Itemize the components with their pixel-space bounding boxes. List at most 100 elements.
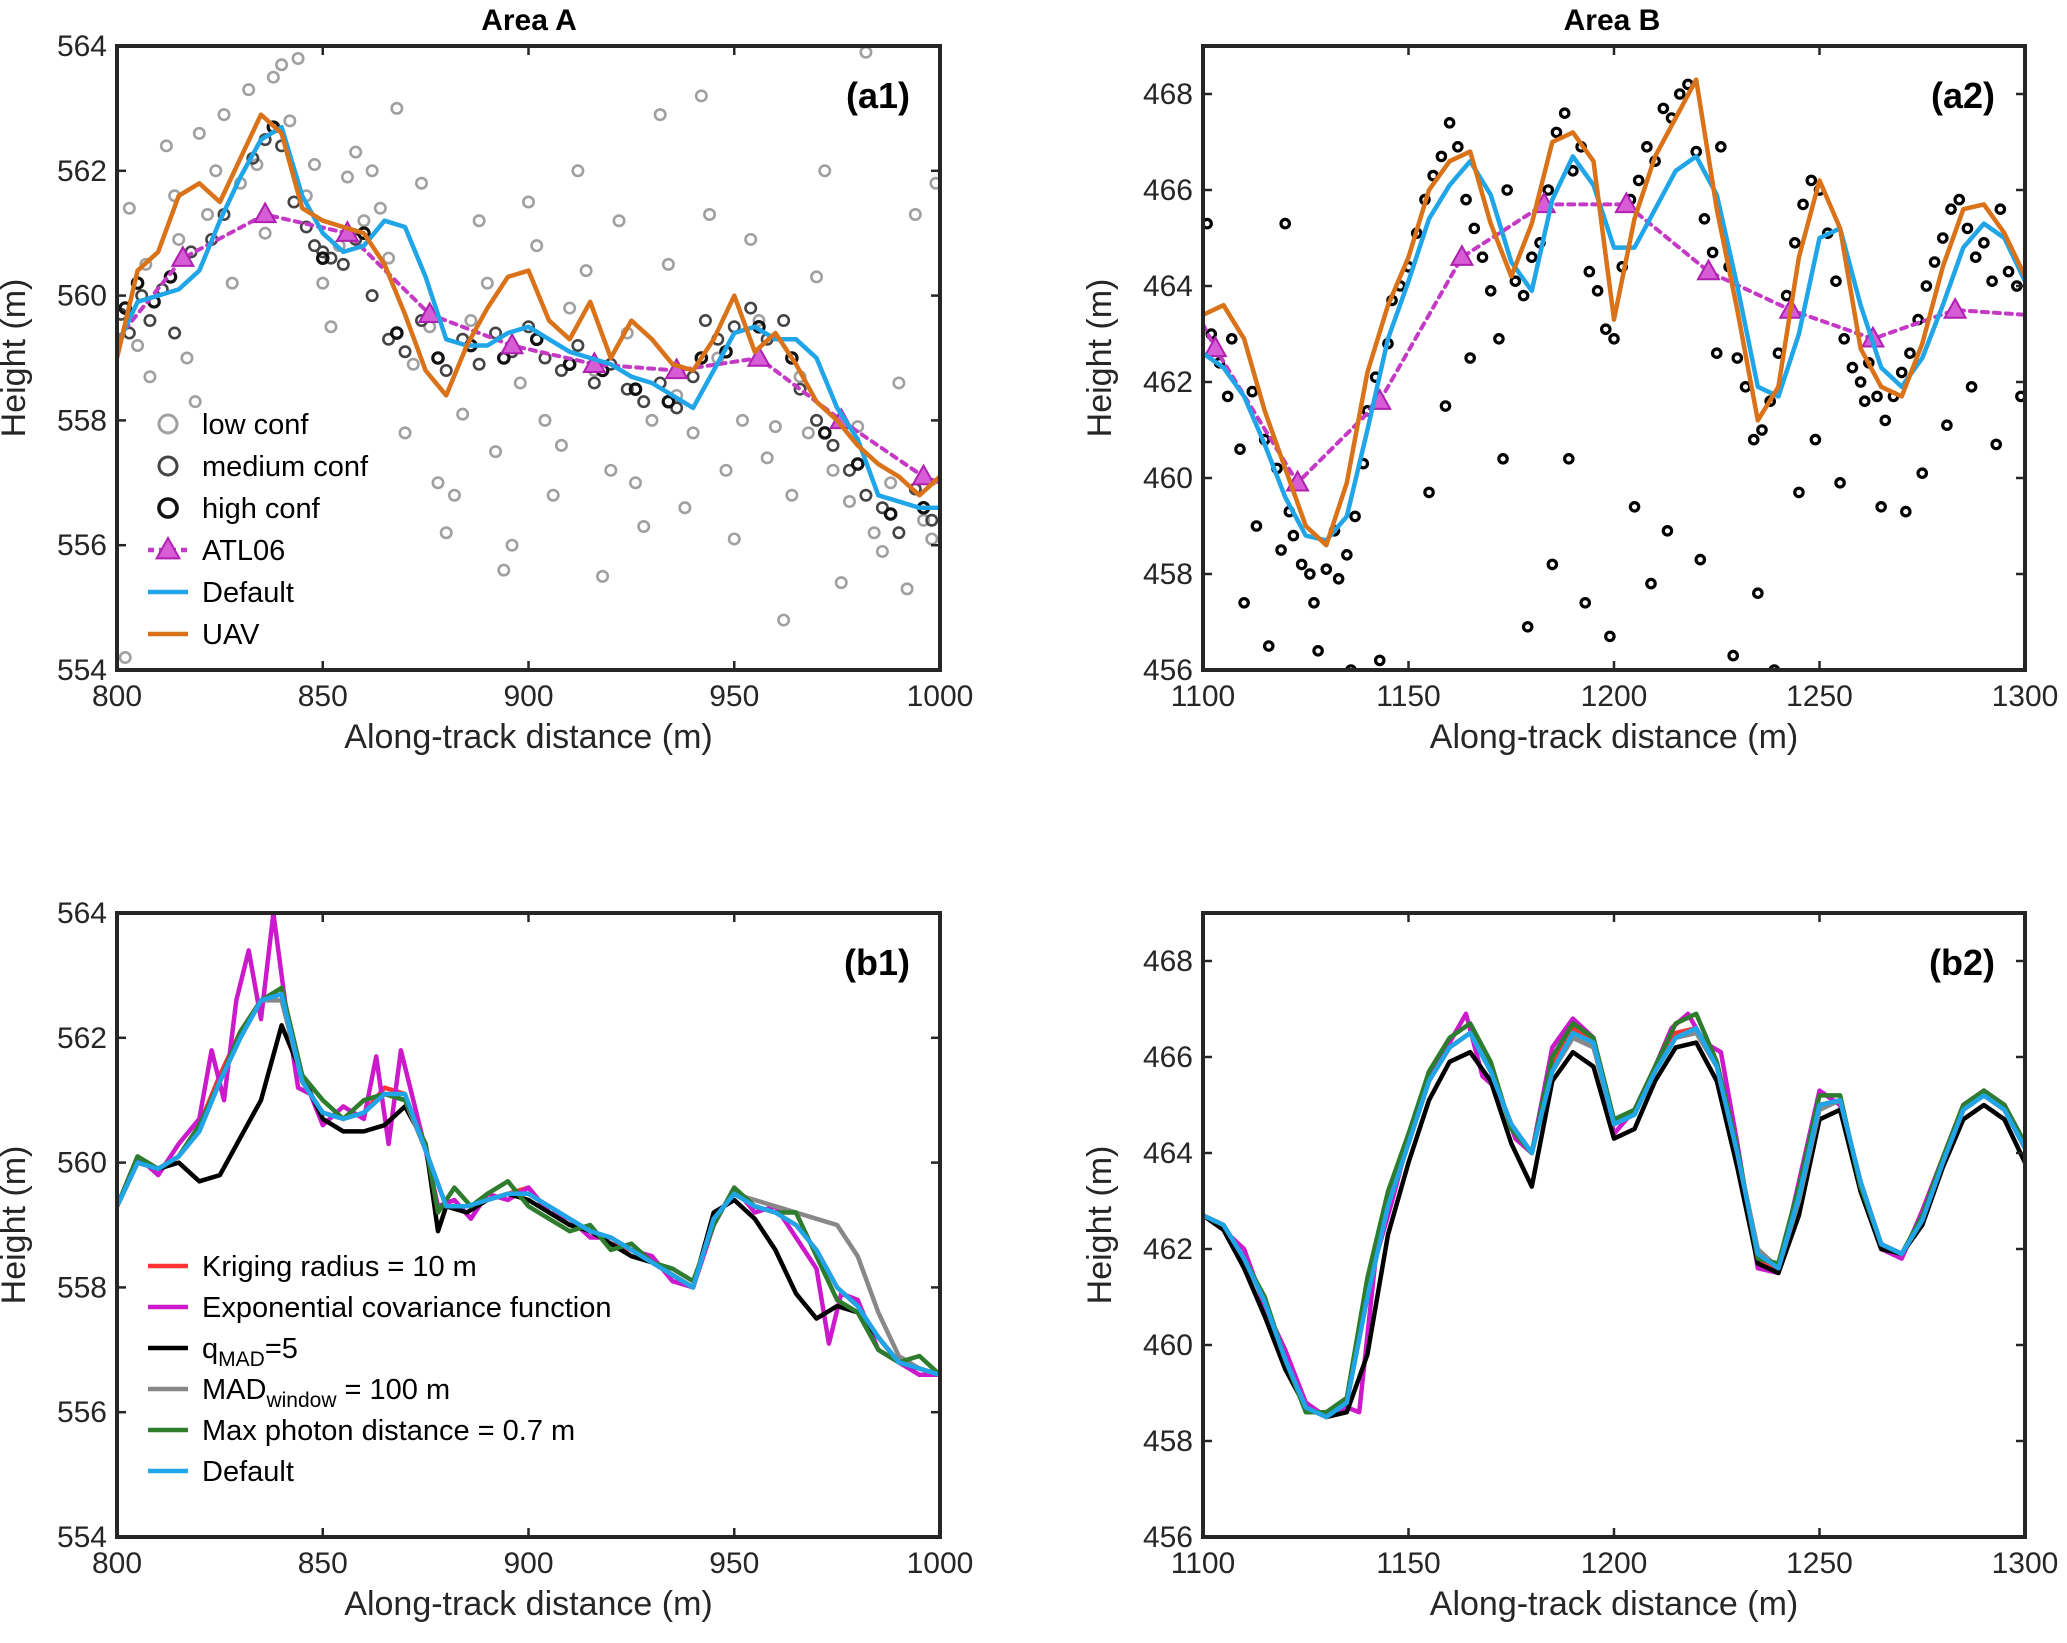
scatter-point [694, 89, 708, 103]
panel-label: (a2) [1931, 75, 1995, 116]
series-line-qMAD=5 [1203, 1040, 2025, 1420]
scatter-point [316, 245, 330, 259]
scatter-point [1834, 476, 1846, 489]
scatter-point [308, 158, 322, 172]
scatter-point [744, 301, 758, 315]
x-tick-label: 850 [298, 680, 348, 713]
scatter-point [1493, 332, 1505, 345]
panel-label: (b2) [1929, 942, 1995, 983]
scatter-point [760, 451, 774, 465]
scatter-point [456, 407, 470, 421]
scatter-point [818, 164, 832, 178]
y-tick-label: 562 [57, 155, 107, 188]
scatter-point [1312, 644, 1324, 657]
plot-area [117, 913, 940, 1378]
scatter-point [188, 395, 202, 409]
scatter-point [1871, 390, 1883, 403]
scatter-point [118, 651, 132, 665]
scatter-point [1203, 217, 1213, 230]
x-tick-label: 1000 [907, 680, 974, 713]
col-title-area-b: Area B [1564, 4, 1661, 37]
scatter-point [1838, 332, 1850, 345]
scatter-point [801, 426, 815, 440]
plot-area [1203, 77, 2025, 670]
scatter-point [513, 376, 527, 390]
x-tick-label: 800 [92, 680, 142, 713]
x-tick-label: 1300 [1992, 1547, 2059, 1580]
series-line-Default [117, 124, 940, 511]
scatter-point [842, 495, 856, 509]
scatter-point [1295, 558, 1308, 571]
scatter-point [439, 363, 453, 377]
scatter-point [1221, 390, 1234, 403]
scatter-point [1632, 174, 1645, 187]
atl06-marker [252, 201, 278, 224]
plot-background [1203, 913, 2025, 1537]
scatter-point [1916, 467, 1929, 479]
plot-area [1203, 1011, 2025, 1420]
scatter-point [1673, 88, 1686, 100]
scatter-point [1715, 141, 1727, 153]
x-tick-label: 1250 [1786, 680, 1853, 713]
scatter-point [1928, 256, 1941, 268]
scatter-point [390, 101, 404, 115]
y-tick-label: 458 [1143, 1425, 1193, 1458]
y-tick-label: 460 [1143, 1329, 1193, 1362]
scatter-point [1895, 366, 1908, 379]
scatter-point [143, 314, 157, 328]
scatter-point [192, 126, 206, 140]
y-tick-label: 556 [57, 529, 107, 562]
scatter-point [1250, 520, 1263, 532]
panel-a1: 800 850 900 950 1000 554 556 558 560 562 564 Along-… [0, 30, 973, 756]
scatter-point [1961, 222, 1974, 235]
scatter-point [2002, 265, 2015, 278]
scatter-point [390, 326, 404, 340]
scatter-point [653, 108, 667, 122]
scatter-point [1628, 500, 1641, 513]
y-tick-label: 556 [57, 1396, 107, 1429]
scatter-point [1579, 596, 1592, 609]
scatter-point [382, 332, 396, 346]
scatter-point [1920, 280, 1933, 292]
scatter-point [917, 513, 931, 527]
legend-label: MADwindow = 100 m [202, 1374, 450, 1412]
scatter-point [489, 445, 503, 459]
x-tick-label: 950 [709, 680, 759, 713]
scatter-point [291, 51, 305, 65]
scatter-point [1509, 275, 1522, 287]
legend-label: qMAD=5 [202, 1333, 298, 1371]
scatter-point [1287, 529, 1300, 542]
scatter-point [406, 357, 420, 371]
scatter-point [892, 526, 906, 540]
panel-b1: 800 850 900 950 1000 554 556 558 560 562 564 Along-… [0, 897, 973, 1623]
scatter-point [908, 207, 922, 221]
y-tick-label: 554 [57, 654, 107, 687]
legend-label: ATL06 [202, 535, 285, 567]
scatter-point [703, 207, 717, 221]
scatter-point [1476, 251, 1489, 264]
scatter-point [612, 214, 626, 228]
legend-label: Kriging radius = 10 m [202, 1251, 477, 1283]
y-tick-label: 560 [57, 1147, 107, 1180]
scatter-point [122, 201, 136, 215]
scatter-point [340, 170, 354, 184]
scatter-point [604, 463, 618, 477]
scatter-point [620, 382, 634, 396]
scatter-point [217, 108, 231, 122]
y-axis-label: Height (m) [1081, 1146, 1119, 1305]
scatter-point [180, 351, 194, 365]
series-line-Exponential-covariance-function [117, 913, 940, 1378]
y-tick-label: 560 [57, 280, 107, 313]
x-tick-label: 1300 [1992, 680, 2059, 713]
scatter-point [336, 257, 350, 271]
series-line-Default [1203, 1025, 2025, 1420]
scatter-point [1694, 553, 1707, 566]
scatter-point [415, 176, 429, 190]
scatter-point [1846, 361, 1859, 374]
scatter-point [925, 513, 939, 527]
scatter-point [505, 538, 519, 552]
scatter-point [554, 363, 568, 377]
scatter-point [464, 314, 478, 328]
scatter-point [892, 376, 906, 390]
scatter-point [1875, 500, 1887, 513]
